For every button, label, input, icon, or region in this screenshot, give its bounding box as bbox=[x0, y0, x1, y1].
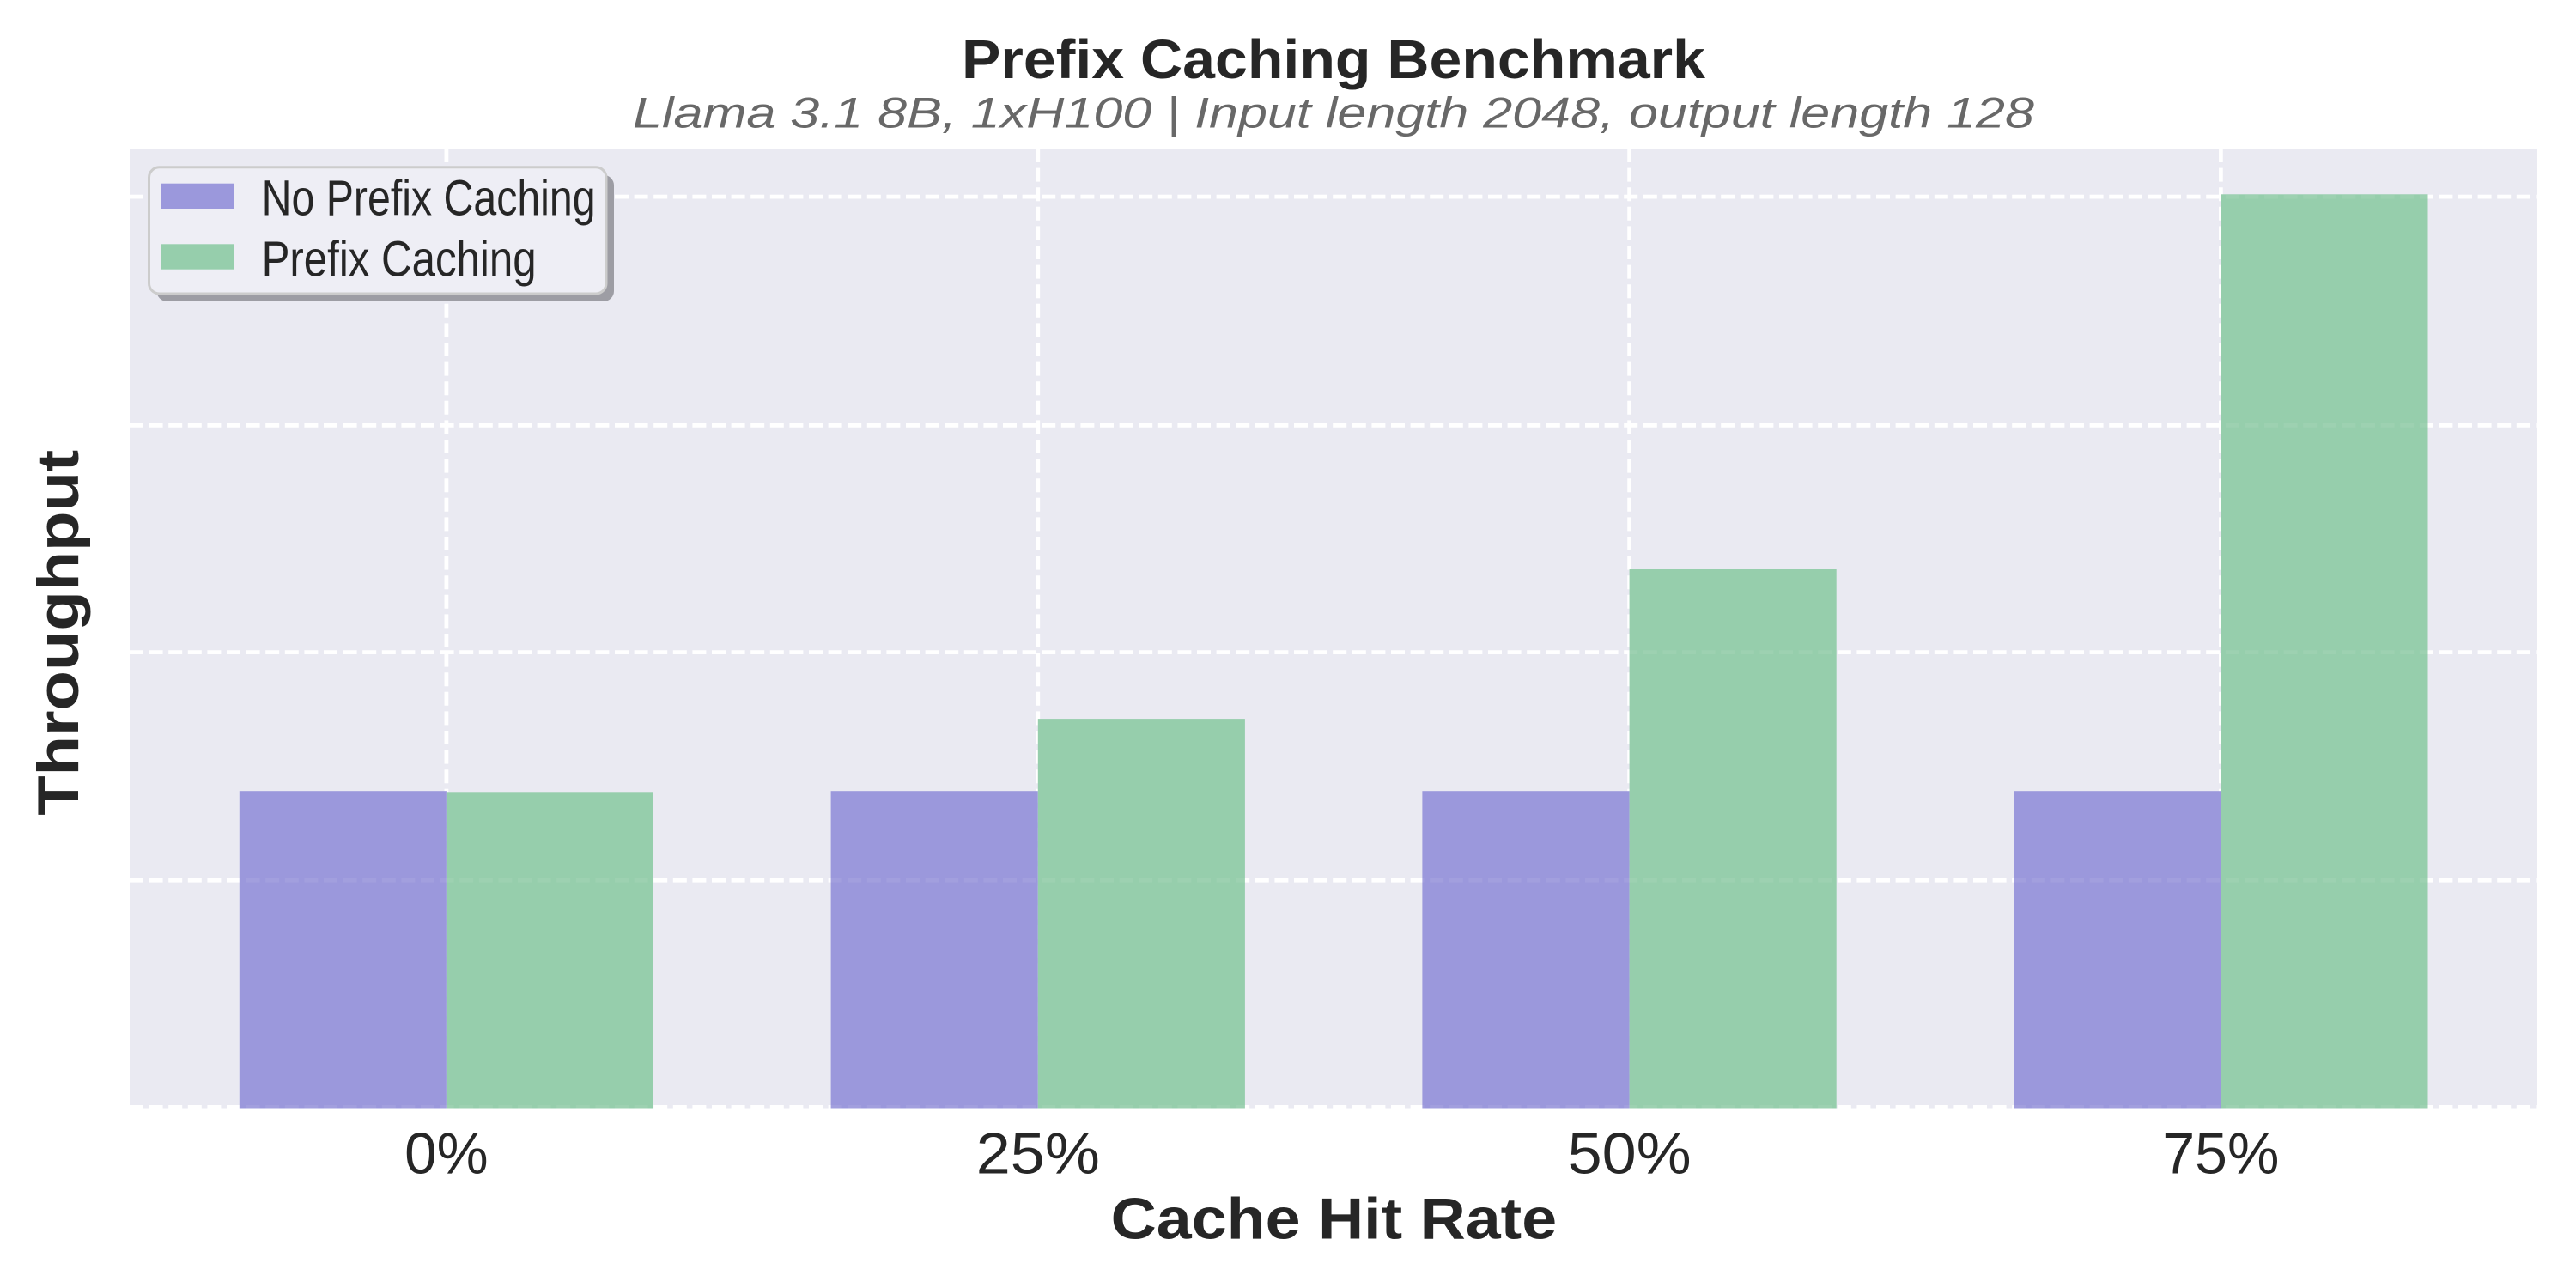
svg-text:No Prefix Caching: No Prefix Caching bbox=[262, 171, 596, 227]
svg-text:0%: 0% bbox=[404, 1121, 489, 1187]
svg-text:50%: 50% bbox=[1568, 1121, 1692, 1187]
svg-text:Llama 3.1 8B, 1xH100 | Input l: Llama 3.1 8B, 1xH100 | Input length 2048… bbox=[633, 89, 2034, 138]
svg-text:25%: 25% bbox=[976, 1121, 1100, 1187]
svg-text:Throughput: Throughput bbox=[26, 450, 91, 816]
svg-text:Prefix Caching Benchmark: Prefix Caching Benchmark bbox=[962, 28, 1705, 90]
svg-text:Cache Hit Rate: Cache Hit Rate bbox=[1111, 1187, 1558, 1252]
svg-text:Prefix Caching: Prefix Caching bbox=[262, 231, 537, 287]
svg-text:75%: 75% bbox=[2162, 1121, 2279, 1187]
